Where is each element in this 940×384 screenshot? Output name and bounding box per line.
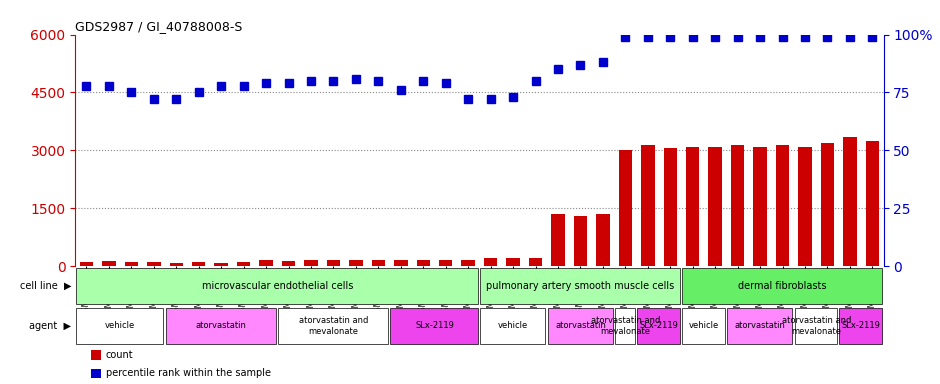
Text: dermal fibroblasts: dermal fibroblasts	[738, 281, 827, 291]
Text: percentile rank within the sample: percentile rank within the sample	[106, 368, 271, 378]
Text: atorvastatin and
mevalonate: atorvastatin and mevalonate	[781, 316, 851, 336]
Bar	[394, 260, 408, 266]
Bar	[439, 260, 452, 266]
Text: atorvastatin: atorvastatin	[555, 321, 606, 331]
Text: SLx-2119: SLx-2119	[841, 321, 881, 331]
Bar	[102, 261, 116, 266]
Text: microvascular endothelial cells: microvascular endothelial cells	[201, 281, 353, 291]
Bar	[798, 147, 812, 266]
Bar	[165, 308, 275, 344]
Bar	[753, 147, 767, 266]
Bar	[327, 260, 340, 266]
Text: cell line  ▶: cell line ▶	[20, 281, 71, 291]
Text: vehicle: vehicle	[498, 321, 528, 331]
Bar	[76, 308, 164, 344]
Bar	[573, 216, 588, 266]
Bar	[237, 262, 250, 266]
Bar	[371, 260, 385, 266]
Bar	[551, 214, 565, 266]
Bar	[728, 308, 792, 344]
Bar	[615, 308, 635, 344]
Bar	[843, 137, 856, 266]
Bar	[169, 263, 183, 266]
Bar	[390, 308, 478, 344]
Text: vehicle: vehicle	[105, 321, 135, 331]
Bar	[548, 308, 613, 344]
Text: GDS2987 / GI_40788008-S: GDS2987 / GI_40788008-S	[75, 20, 243, 33]
Bar	[682, 268, 882, 304]
Bar	[664, 149, 677, 266]
Text: vehicle: vehicle	[689, 321, 719, 331]
Text: SLx-2119: SLx-2119	[415, 321, 454, 331]
Bar	[821, 143, 834, 266]
Bar	[507, 258, 520, 266]
Text: atorvastatin and
mevalonate: atorvastatin and mevalonate	[299, 316, 368, 336]
Bar	[76, 268, 478, 304]
Bar	[80, 262, 93, 266]
Text: atorvastatin and
mevalonate: atorvastatin and mevalonate	[590, 316, 660, 336]
Bar	[619, 151, 632, 266]
Text: pulmonary artery smooth muscle cells: pulmonary artery smooth muscle cells	[486, 281, 675, 291]
Bar	[192, 262, 206, 266]
Bar	[125, 262, 138, 266]
Text: atorvastatin: atorvastatin	[196, 321, 246, 331]
Bar	[349, 260, 363, 266]
Bar	[91, 369, 102, 378]
Bar	[686, 147, 699, 266]
Bar	[416, 260, 430, 266]
Bar	[214, 263, 227, 266]
Bar	[776, 145, 790, 266]
Bar	[529, 258, 542, 266]
Bar	[731, 145, 744, 266]
Bar	[641, 145, 654, 266]
Bar	[147, 262, 161, 266]
Bar	[480, 308, 545, 344]
Text: count: count	[106, 350, 133, 360]
Bar	[709, 147, 722, 266]
Bar	[278, 308, 388, 344]
Text: atorvastatin: atorvastatin	[735, 321, 786, 331]
Bar	[484, 258, 497, 266]
Bar	[794, 308, 838, 344]
Text: SLx-2119: SLx-2119	[639, 321, 679, 331]
Bar	[462, 260, 475, 266]
Bar	[282, 261, 295, 266]
Bar	[839, 308, 882, 344]
Bar	[637, 308, 680, 344]
Bar	[682, 308, 725, 344]
Bar	[91, 351, 102, 359]
Bar	[480, 268, 680, 304]
Bar	[259, 260, 273, 266]
Bar	[866, 141, 879, 266]
Text: agent  ▶: agent ▶	[29, 321, 71, 331]
Bar	[596, 214, 610, 266]
Bar	[305, 260, 318, 266]
